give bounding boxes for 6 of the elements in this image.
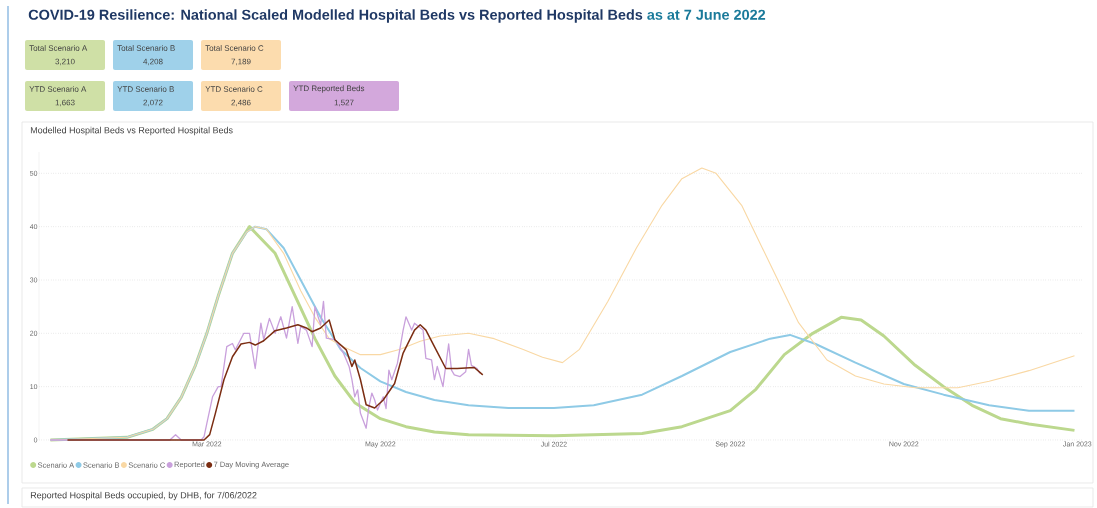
chart-title: Modelled Hospital Beds vs Reported Hospital Beds bbox=[30, 126, 233, 136]
text: COVID-19 Resilience: National Scaled Modelled Hospital Beds vs Reported Hospital Beds bbox=[28, 9, 643, 23]
text: as at 7 June 2022 bbox=[647, 9, 766, 20]
line-series bbox=[49, 300, 481, 441]
line-series bbox=[66, 319, 484, 441]
text: Reported Hospital Beds occupied, by DHB, for 7/06/2022 bbox=[30, 491, 257, 501]
